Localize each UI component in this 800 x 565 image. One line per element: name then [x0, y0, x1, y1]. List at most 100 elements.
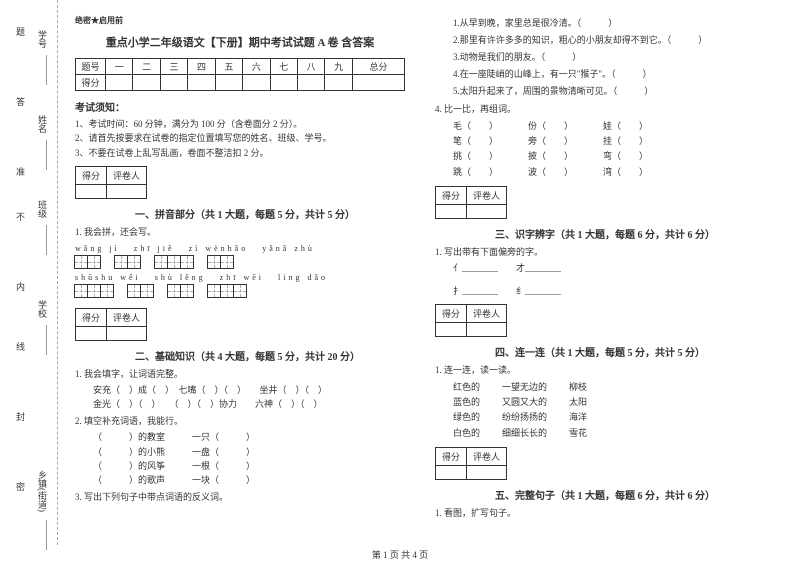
pair-mid: 纷纷扬扬的: [502, 410, 547, 425]
pinyin: zhī jiě: [134, 244, 175, 253]
tianzi-group[interactable]: [115, 255, 141, 269]
grader-name: 评卷人: [107, 167, 147, 185]
binding-margin: 学号 姓名 班级 学校 乡镇(街道) 题 答 准 不 内 线 封 密: [0, 0, 58, 545]
seal-char: 内: [16, 280, 25, 293]
notice-head: 考试须知：: [75, 99, 405, 114]
tianzi-group[interactable]: [208, 284, 247, 298]
score-value-row: 得分: [76, 75, 405, 91]
grader-score: 得分: [436, 305, 467, 323]
grader-box: 得分评卷人: [435, 304, 507, 337]
binding-label: 姓名: [36, 115, 49, 133]
binding-label: 班级: [36, 200, 49, 218]
th: 三: [160, 59, 187, 75]
q2-1-line: 金光（ ）（ ） （ ）（ ）协力 六神（ ）（ ）: [75, 397, 405, 411]
section-3-title: 三、识字辨字（共 1 大题，每题 6 分，共计 6 分）: [495, 226, 765, 241]
pair-left: 蓝色的: [453, 395, 480, 410]
th: 七: [270, 59, 297, 75]
tianzi-group[interactable]: [168, 284, 194, 298]
th: 八: [297, 59, 324, 75]
section-5-title: 五、完整句子（共 1 大题，每题 6 分，共计 6 分）: [495, 487, 765, 502]
q2-2-line: （ ）的小熊 一盘（ ）: [75, 445, 405, 459]
binding-label: 乡镇(街道): [36, 470, 49, 512]
q4-cell: 弯（ ）: [603, 149, 648, 164]
section-2-title: 二、基础知识（共 4 大题，每题 5 分，共计 20 分）: [135, 348, 405, 363]
th: 四: [188, 59, 215, 75]
pair-right: 柳枝: [569, 380, 587, 395]
tianzi-group[interactable]: [208, 255, 234, 269]
q3-line: 1.从早到晚，家里总是很冷清。（ ）: [435, 15, 765, 32]
q3-line: 2.那里有许许多多的知识，粗心的小朋友却得不到它。（ ）: [435, 32, 765, 49]
pair-right: 雪花: [569, 426, 587, 441]
right-column: 1.从早到晚，家里总是很冷清。（ ） 2.那里有许许多多的知识，粗心的小朋友却得…: [420, 15, 780, 545]
th: 一: [106, 59, 133, 75]
section-4-title: 四、连一连（共 1 大题，每题 5 分，共计 5 分）: [495, 344, 765, 359]
grader-box: 得分评卷人: [435, 447, 507, 480]
binding-line: [46, 225, 47, 255]
q4-head: 4. 比一比，再组词。: [435, 102, 765, 116]
notice-item: 1、考试时间：60 分钟，满分为 100 分（含卷面分 2 分）。: [75, 117, 405, 131]
tianzi-group[interactable]: [75, 284, 114, 298]
section-1-title: 一、拼音部分（共 1 大题，每题 5 分，共计 5 分）: [135, 206, 405, 221]
left-column: 绝密★启用前 重点小学二年级语文【下册】期中考试试题 A 卷 含答案 题号 一 …: [60, 15, 420, 545]
pair-right: 海洋: [569, 410, 587, 425]
binding-line: [46, 55, 47, 85]
q4-cell: 挑（ ）: [453, 149, 498, 164]
q4-cell: 波（ ）: [528, 165, 573, 180]
pinyin-row: shūshu wěi shù lěng zhī wēi líng dǎo: [75, 273, 405, 282]
score-header-row: 题号 一 二 三 四 五 六 七 八 九 总分: [76, 59, 405, 75]
grader-score: 得分: [436, 447, 467, 465]
tianzi-row: [75, 284, 405, 298]
seal-char: 准: [16, 165, 25, 178]
binding-line: [46, 140, 47, 170]
grader-name: 评卷人: [107, 308, 147, 326]
tianzi-row: [75, 255, 405, 269]
pair-left: 白色的: [453, 426, 480, 441]
th: 总分: [352, 59, 404, 75]
pinyin: shūshu wěi: [75, 273, 141, 282]
q4-pairs: 红色的 蓝色的 绿色的 白色的 一望无边的 又圆又大的 纷纷扬扬的 细细长长的 …: [435, 380, 765, 441]
q2-3: 3. 写出下列句子中带点词语的反义词。: [75, 490, 405, 504]
q2-1-line: 安充（ ）成（ ） 七嘴（ ）（ ） 坐井（ ）（ ）: [75, 383, 405, 397]
pair-left: 绿色的: [453, 410, 480, 425]
th: 六: [243, 59, 270, 75]
notice-item: 3、不要在试卷上乱写乱画，卷面不整洁扣 2 分。: [75, 146, 405, 160]
q4-cell: 笔（ ）: [453, 134, 498, 149]
q3-line: 3.动物是我们的朋友。（ ）: [435, 49, 765, 66]
pinyin-row: wǎng jì zhī jiě zì wènhǎo yǎnǎ zhù: [75, 244, 405, 253]
q2-2-line: （ ）的风筝 一根（ ）: [75, 459, 405, 473]
tianzi-group[interactable]: [75, 255, 101, 269]
binding-line: [46, 325, 47, 355]
th: 五: [215, 59, 242, 75]
q4-table: 毛（ ） 笔（ ） 挑（ ） 跳（ ） 份（ ） 旁（ ） 披（ ） 波（ ） …: [435, 119, 765, 180]
pinyin: shù lěng: [155, 273, 206, 282]
th: 题号: [76, 59, 106, 75]
tianzi-group[interactable]: [155, 255, 194, 269]
seal-char: 密: [16, 480, 25, 493]
q3-line: 亻________ 才________: [435, 261, 765, 275]
q2-2: 2. 填空补充词语，我能行。: [75, 414, 405, 428]
seal-char: 题: [16, 25, 25, 38]
q4-cell: 披（ ）: [528, 149, 573, 164]
exam-title: 重点小学二年级语文【下册】期中考试试题 A 卷 含答案: [75, 34, 405, 50]
q2-1: 1. 我会填字，让词语完整。: [75, 367, 405, 381]
grader-name: 评卷人: [467, 447, 507, 465]
grader-box: 得分评卷人: [75, 308, 147, 341]
q1-1: 1. 我会拼，还会写。: [75, 225, 405, 239]
q3-line: 扌________ 纟________: [435, 284, 765, 298]
grader-box: 得分评卷人: [435, 186, 507, 219]
q4-cell: 娃（ ）: [603, 119, 648, 134]
pair-right: 太阳: [569, 395, 587, 410]
pinyin: líng dǎo: [278, 273, 328, 282]
q4-cell: 份（ ）: [528, 119, 573, 134]
binding-line: [46, 520, 47, 550]
th: 二: [133, 59, 160, 75]
tianzi-group[interactable]: [128, 284, 154, 298]
grader-name: 评卷人: [467, 305, 507, 323]
q4-cell: 湾（ ）: [603, 165, 648, 180]
grader-score: 得分: [436, 187, 467, 205]
q4-cell: 跳（ ）: [453, 165, 498, 180]
grader-score: 得分: [76, 308, 107, 326]
binding-label: 学号: [36, 30, 49, 48]
td: 得分: [76, 75, 106, 91]
q5-1: 1. 看图，扩写句子。: [435, 506, 765, 520]
